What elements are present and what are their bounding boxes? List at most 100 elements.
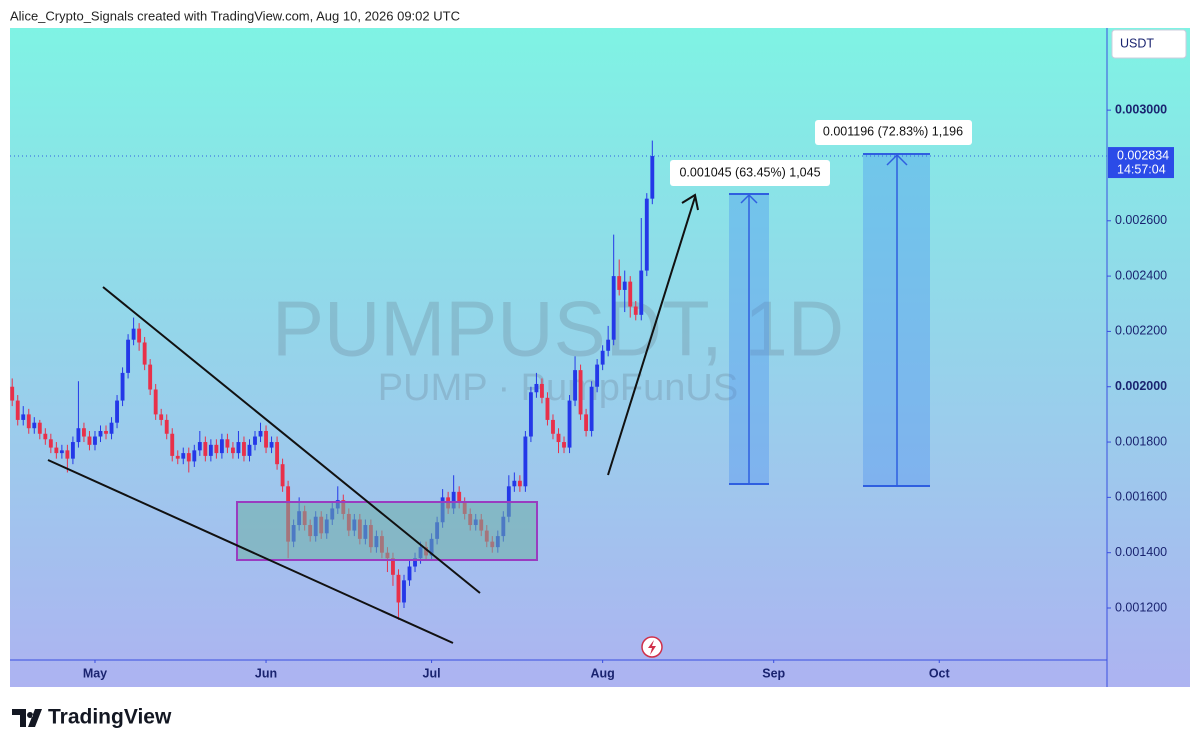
candle-body (413, 558, 417, 567)
candle-body (650, 156, 655, 199)
y-tick-label: 0.001200 (1115, 600, 1167, 614)
candle-body (82, 428, 86, 437)
measure-label-box (670, 160, 830, 186)
candle-body (186, 453, 191, 462)
y-tick-label: 0.002200 (1115, 324, 1167, 338)
candle-body (578, 370, 583, 415)
currency: USDT (1120, 36, 1154, 50)
arrow-head (681, 193, 699, 211)
candle-body (391, 558, 395, 575)
candle-body (639, 270, 644, 315)
candle-body (59, 450, 64, 454)
candle-body (402, 580, 406, 603)
candle-body (253, 436, 257, 445)
candle-body (247, 444, 252, 456)
y-tick-label: 0.002400 (1115, 268, 1167, 282)
countdown: 14:57:04 (1117, 162, 1166, 176)
y-tick-label: 0.002000 (1115, 379, 1167, 393)
measure-arrow-head (886, 153, 908, 166)
candle-body (644, 198, 649, 271)
candle-body (208, 444, 213, 456)
candle-body (517, 480, 522, 487)
x-tick-label: May (83, 666, 107, 680)
currency-box (1111, 29, 1187, 59)
candle-body (242, 442, 246, 456)
candle-body (170, 433, 175, 456)
candle-body (556, 433, 561, 443)
x-tick-label: Aug (590, 666, 614, 680)
candle-body (164, 419, 169, 434)
candle-body (589, 386, 594, 431)
candle-body (534, 383, 539, 393)
measure-label: 0.001045 (63.45%) 1,045 (679, 165, 820, 179)
candle-body (192, 450, 197, 462)
candle-body (48, 439, 53, 448)
candle-body (545, 397, 550, 420)
x-tick-label: Jun (255, 666, 277, 680)
candle-body (231, 447, 235, 454)
arrow (607, 196, 696, 476)
event-icon-bolt (648, 640, 656, 655)
candle-body (584, 414, 589, 431)
candle-body (93, 436, 97, 445)
candle-body (37, 422, 42, 434)
candle-body (98, 430, 103, 437)
candle-body (15, 400, 20, 420)
y-tick-label: 0.003000 (1115, 102, 1167, 116)
candle-body (214, 444, 219, 454)
y-tick-label: 0.001800 (1115, 434, 1167, 448)
candle-body (611, 276, 616, 340)
candle-body (540, 383, 544, 398)
candle-body (175, 455, 180, 459)
candle-body (109, 422, 114, 434)
candle-body (633, 306, 638, 315)
candle-body (573, 370, 577, 401)
candle-body (225, 439, 230, 448)
x-tick-label: Jul (423, 666, 441, 680)
candle-body (54, 447, 59, 454)
candle-body (87, 436, 92, 445)
candle-body (567, 400, 572, 448)
candle-body (606, 339, 611, 351)
candle-body (70, 442, 75, 459)
candle-body (104, 430, 108, 434)
measure-arrow-head (740, 193, 758, 204)
y-tick-label: 0.002600 (1115, 213, 1167, 227)
chart-background (10, 28, 1190, 687)
candle-body (115, 400, 119, 423)
last-price-label: 0.002834 (1117, 148, 1169, 162)
candle-body (159, 414, 164, 420)
candle-body (628, 281, 633, 307)
candle-body (131, 328, 136, 340)
candle-body (269, 442, 274, 448)
candle-body (551, 419, 555, 434)
candle-body (528, 392, 533, 437)
credit: Alice_Crypto_Signals created with Tradin… (10, 8, 460, 23)
candle-body (280, 464, 285, 487)
candle-body (120, 372, 125, 401)
candle-body (203, 442, 208, 456)
candle-body (126, 339, 131, 373)
candle-body (181, 453, 186, 459)
candle-body (512, 480, 517, 487)
candle-body (264, 430, 268, 448)
last-price-box (1108, 147, 1174, 179)
candle-body (197, 442, 202, 451)
candle-body (562, 442, 566, 448)
trend-line (47, 459, 454, 644)
candle-body (65, 450, 70, 459)
y-tick-label: 0.001600 (1115, 490, 1167, 504)
candle-body (148, 364, 153, 390)
candle-body (396, 574, 401, 603)
y-tick-label: 0.001400 (1115, 545, 1167, 559)
candle-body (76, 428, 81, 443)
candle-body (236, 442, 241, 454)
candle-body (32, 422, 37, 429)
candle-body (258, 430, 263, 437)
candle-body (617, 276, 622, 290)
range-box (236, 501, 538, 561)
measure-label: 0.001196 (72.83%) 1,196 (823, 124, 963, 138)
candle-body (451, 491, 456, 509)
candle-body (523, 436, 528, 487)
